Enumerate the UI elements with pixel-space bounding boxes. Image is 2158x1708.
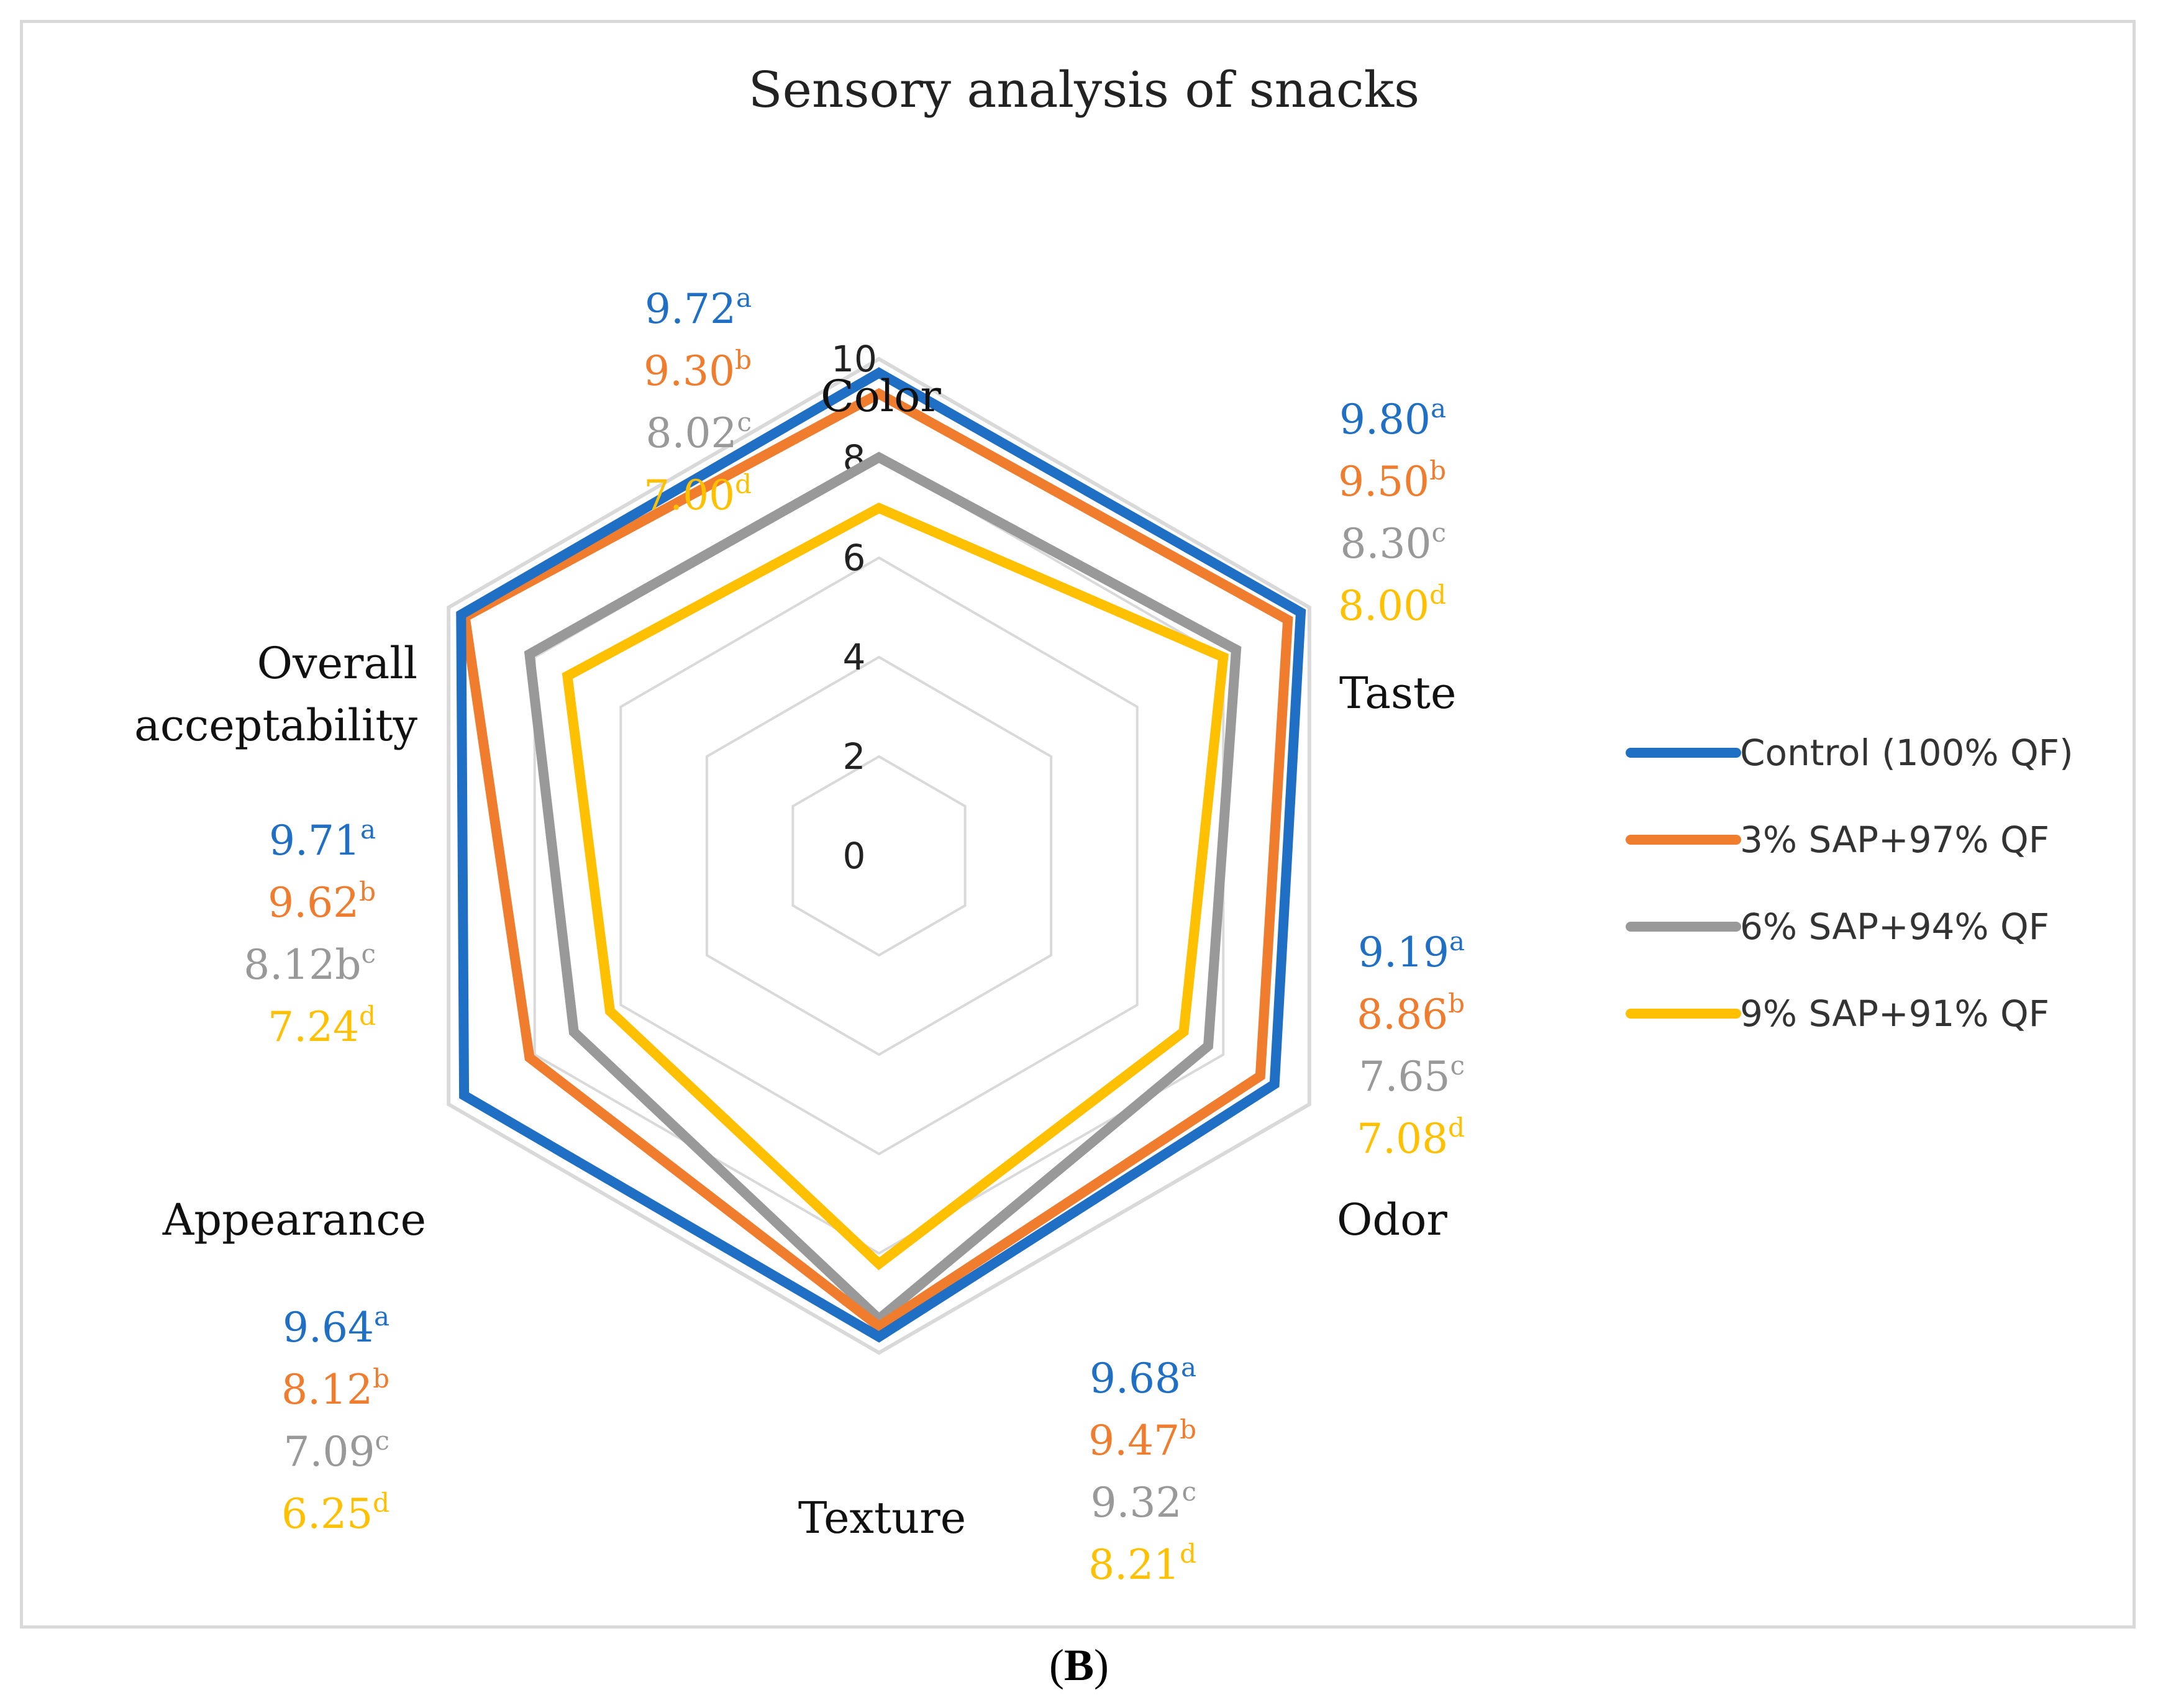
series-layer	[456, 367, 1306, 1343]
legend-label: 3% SAP+97% QF	[1740, 819, 2049, 861]
r-tick-label: 0	[843, 835, 866, 877]
value-annotation: 9.30b	[644, 345, 752, 395]
value-annotation: 8.12bc	[244, 938, 376, 989]
r-tick-label: 6	[843, 537, 866, 579]
axis-label: Odor	[1337, 1194, 1447, 1245]
grid-ring-10	[447, 357, 1311, 1355]
value-annotation: 8.12b	[281, 1363, 389, 1414]
value-annotation: 9.64a	[283, 1301, 389, 1351]
value-annotation: 7.65c	[1359, 1050, 1465, 1101]
value-annotation: 6.25d	[281, 1488, 389, 1538]
caption-open: (	[1049, 1640, 1064, 1690]
grid-ring-2	[791, 755, 967, 957]
figure-caption: (B)	[0, 1640, 2158, 1691]
legend-label: 9% SAP+91% QF	[1740, 993, 2049, 1035]
r-tick-label: 2	[843, 735, 866, 778]
legend-label: 6% SAP+94% QF	[1740, 906, 2049, 948]
value-annotation: 8.21d	[1088, 1538, 1196, 1589]
legend: Control (100% QF) 3% SAP+97% QF 6% SAP+94%…	[1626, 732, 2074, 1035]
value-annotation: 9.80a	[1339, 393, 1446, 443]
value-annotation: 9.71a	[269, 814, 376, 865]
value-annotation: 8.02c	[646, 407, 752, 457]
axis-label: Overall acceptability	[134, 638, 417, 751]
value-annotation: 8.30c	[1341, 517, 1446, 568]
value-annotation: 8.86b	[1357, 988, 1465, 1038]
value-annotation: 9.47b	[1088, 1414, 1196, 1465]
grid-ring-8	[533, 457, 1225, 1255]
value-annotation: 9.68a	[1090, 1352, 1196, 1402]
value-annotation: 7.00d	[644, 469, 752, 519]
axis-label: Color	[821, 371, 941, 422]
r-tick-label: 4	[843, 636, 866, 678]
value-annotation: 9.19a	[1358, 926, 1465, 976]
caption-label: B	[1063, 1640, 1095, 1690]
radar-grid	[447, 357, 1311, 1355]
series-line-3	[562, 502, 1229, 1271]
value-annotation: 9.50b	[1338, 455, 1446, 506]
value-annotation: 7.24d	[268, 1001, 376, 1051]
axis-labels: Color Taste Odor Texture Appearance Overall ac…	[134, 371, 1456, 1543]
axis-label: Texture	[798, 1492, 966, 1543]
series-line-2	[524, 452, 1242, 1326]
grid-ring-4	[705, 655, 1053, 1056]
value-annotation: 9.72a	[645, 283, 752, 333]
grid-ring-6	[619, 556, 1139, 1156]
legend-label: Control (100% QF)	[1740, 732, 2074, 774]
chart-title: Sensory analysis of snacks	[749, 61, 1419, 119]
value-annotation: 8.00d	[1338, 579, 1446, 630]
value-annotation: 9.32c	[1091, 1476, 1196, 1527]
value-annotation: 7.08d	[1357, 1112, 1465, 1163]
caption-close: )	[1094, 1640, 1109, 1690]
value-annotations: 9.72a 9.30b 8.02c 7.00d 9.80a 9.50b 8.30c 8.00d…	[244, 283, 1465, 1589]
axis-label: Taste	[1339, 668, 1456, 719]
value-annotation: 9.62b	[268, 876, 376, 927]
value-annotation: 7.09c	[284, 1425, 389, 1476]
series-line-0	[456, 367, 1306, 1343]
axis-label: Appearance	[162, 1194, 426, 1245]
chart-frame	[20, 20, 2136, 1629]
